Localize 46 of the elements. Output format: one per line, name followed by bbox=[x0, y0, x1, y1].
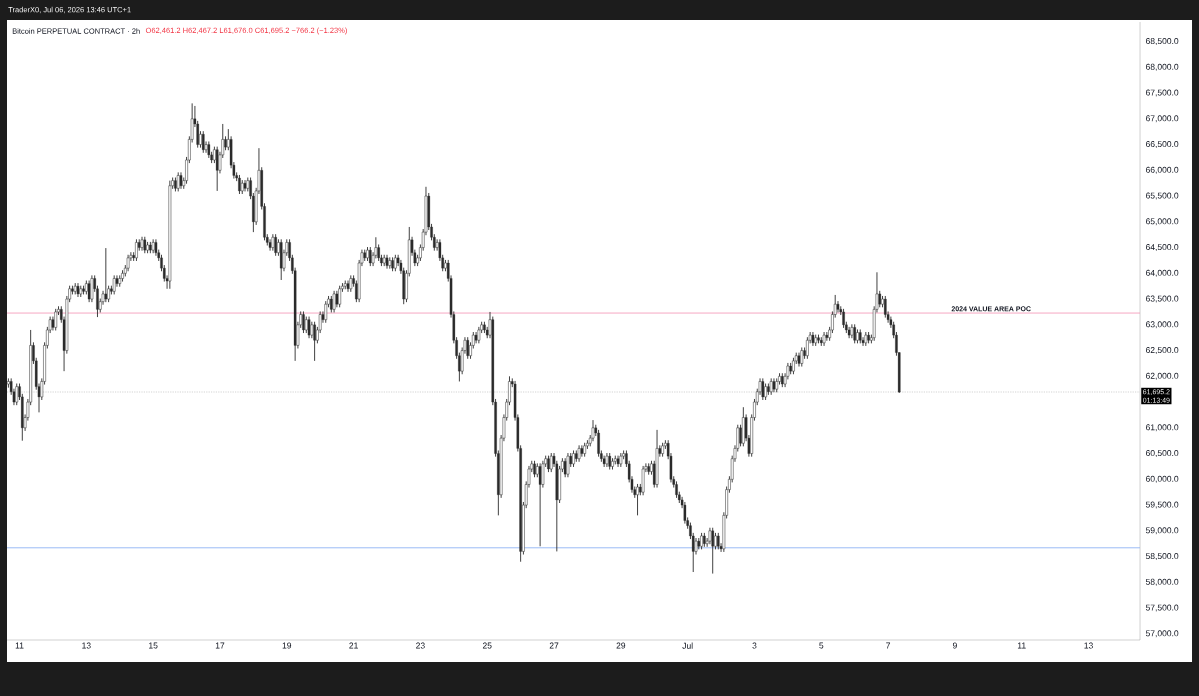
y-tick-label: 63,500.0 bbox=[1146, 295, 1179, 303]
y-tick-label: 62,000.0 bbox=[1146, 372, 1179, 380]
candlestick bbox=[324, 300, 328, 324]
y-tick-label: 67,000.0 bbox=[1146, 115, 1179, 123]
y-tick-label: 66,500.0 bbox=[1146, 141, 1179, 149]
candlestick bbox=[597, 429, 600, 458]
x-tick-label: 11 bbox=[15, 642, 24, 649]
x-tick-label: 3 bbox=[752, 642, 757, 649]
x-tick-label: 7 bbox=[886, 642, 891, 649]
y-tick-label: 68,500.0 bbox=[1146, 38, 1179, 46]
x-tick-label: 25 bbox=[482, 642, 492, 649]
y-tick-label: 64,500.0 bbox=[1146, 244, 1179, 252]
x-tick-label: 23 bbox=[416, 642, 425, 649]
y-tick-label: 66,000.0 bbox=[1146, 166, 1179, 174]
x-tick-label: Jul bbox=[682, 642, 693, 649]
y-tick-label: 60,500.0 bbox=[1146, 450, 1179, 458]
x-tick-label: 21 bbox=[349, 642, 358, 649]
x-tick-label: 11 bbox=[1017, 642, 1026, 649]
y-tick-label: 57,000.0 bbox=[1145, 630, 1179, 638]
y-tick-label: 58,500.0 bbox=[1145, 553, 1179, 561]
x-tick-label: 13 bbox=[82, 642, 91, 649]
x-tick-label: 19 bbox=[282, 642, 292, 649]
y-tick-label: 65,500.0 bbox=[1146, 192, 1179, 200]
x-tick-label: 17 bbox=[215, 642, 225, 649]
y-tick-label: 60,000.0 bbox=[1146, 475, 1179, 483]
x-tick-label: 29 bbox=[616, 642, 626, 649]
y-tick-label: 59,500.0 bbox=[1145, 501, 1179, 509]
y-tick-label: 61,000.0 bbox=[1146, 424, 1179, 432]
x-tick-label: 27 bbox=[549, 642, 559, 649]
candlestick bbox=[683, 501, 687, 525]
x-tick-label: 5 bbox=[819, 642, 824, 649]
y-tick-label: 67,500.0 bbox=[1146, 89, 1179, 97]
candlestick bbox=[268, 238, 272, 252]
x-tick-label: 13 bbox=[1084, 642, 1093, 649]
y-tick-label: 65,000.0 bbox=[1146, 218, 1179, 226]
y-tick-label: 64,000.0 bbox=[1146, 269, 1179, 277]
x-tick-label: 15 bbox=[149, 642, 158, 649]
candlestick bbox=[825, 331, 829, 342]
y-tick-label: 68,000.0 bbox=[1146, 63, 1179, 71]
y-tick-label: 62,500.0 bbox=[1146, 347, 1179, 355]
y-tick-label: 58,000.0 bbox=[1145, 578, 1179, 586]
y-tick-label: 59,000.0 bbox=[1145, 527, 1179, 535]
x-tick-label: 9 bbox=[952, 642, 957, 649]
y-tick-label: 63,000.0 bbox=[1146, 321, 1179, 329]
y-tick-label: 57,500.0 bbox=[1145, 604, 1179, 612]
candlestick bbox=[842, 308, 845, 329]
